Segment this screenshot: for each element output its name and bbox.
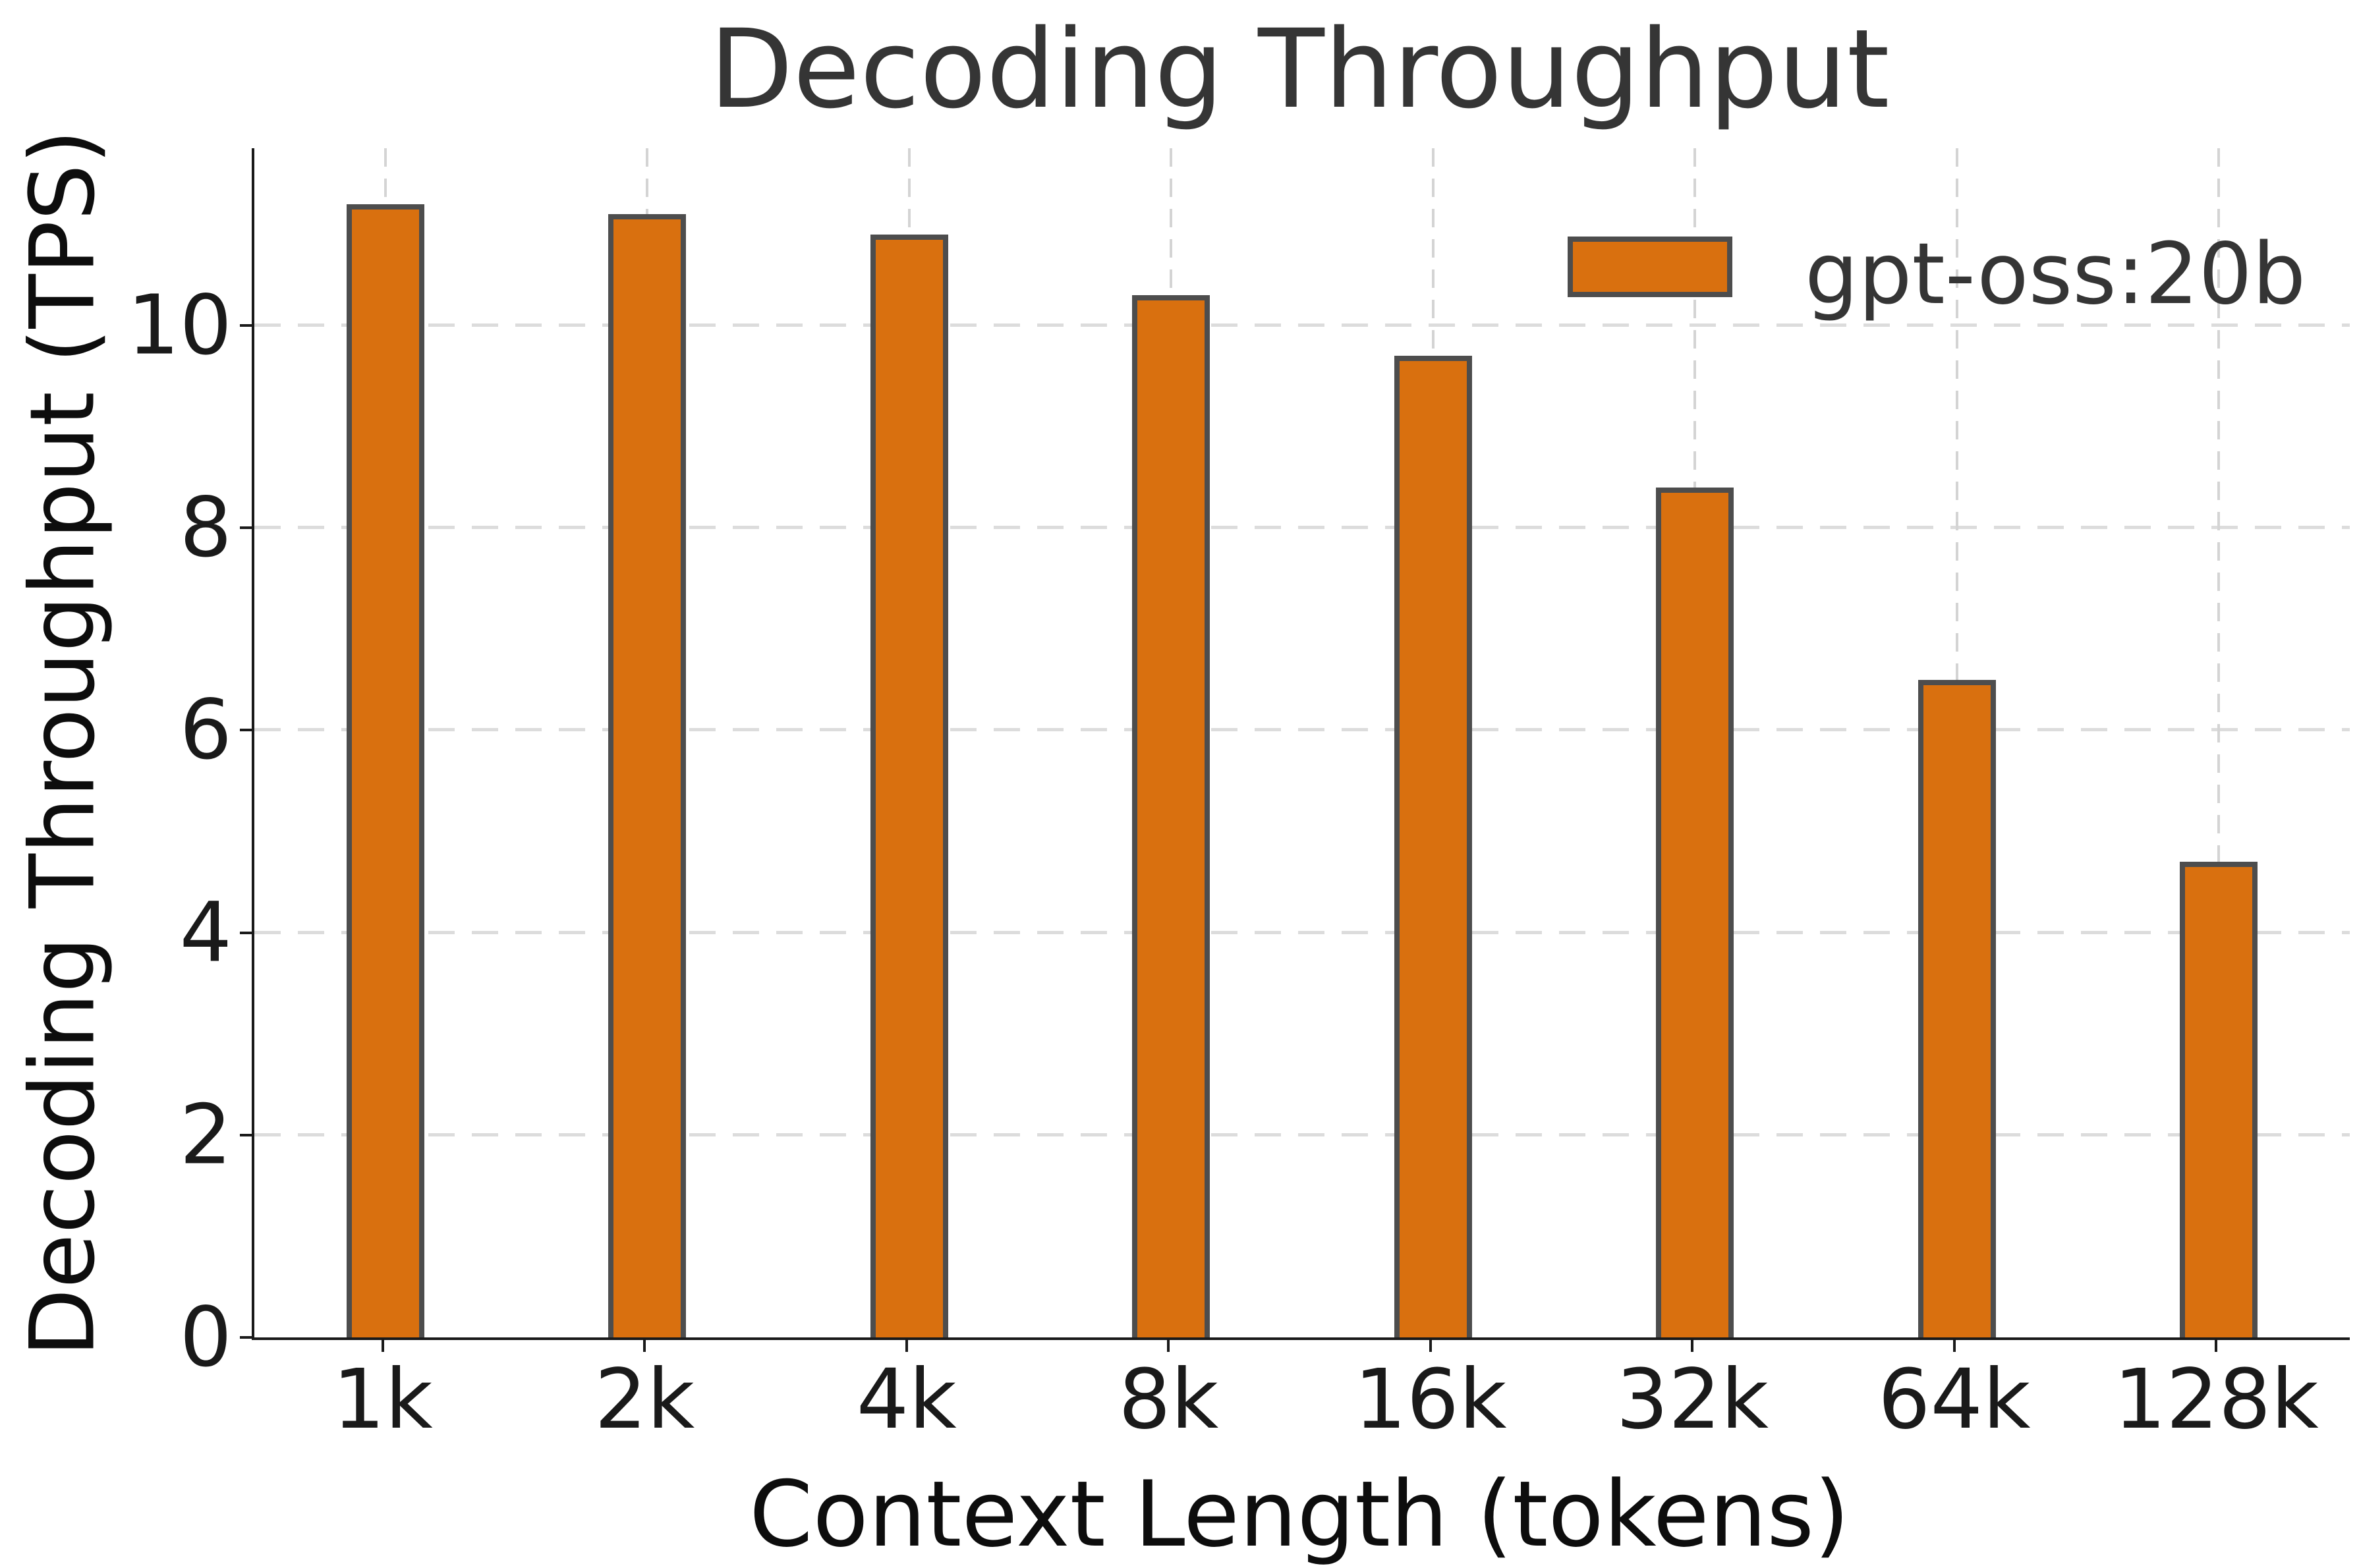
gridline-vertical bbox=[2217, 148, 2221, 1337]
x-tick-label: 4k bbox=[856, 1352, 957, 1447]
gridline-horizontal bbox=[254, 1133, 2350, 1136]
y-tick-label: 4 bbox=[179, 885, 232, 981]
y-tick-label: 0 bbox=[179, 1289, 232, 1386]
y-tick-label: 6 bbox=[179, 682, 232, 778]
y-tick-mark bbox=[240, 323, 252, 327]
x-tick-mark bbox=[1952, 1340, 1956, 1352]
x-axis-label: Context Length (tokens) bbox=[749, 1461, 1850, 1567]
x-tick-label: 64k bbox=[1878, 1352, 2031, 1447]
y-tick-label: 2 bbox=[179, 1087, 232, 1183]
y-tick-mark bbox=[240, 931, 252, 934]
bar-128k bbox=[2180, 862, 2258, 1337]
bar-16k bbox=[1394, 355, 1472, 1337]
legend-swatch bbox=[1568, 236, 1732, 297]
x-tick-label: 8k bbox=[1118, 1352, 1219, 1447]
bar-4k bbox=[870, 234, 948, 1337]
gridline-horizontal bbox=[254, 526, 2350, 530]
bar-2k bbox=[608, 213, 687, 1337]
gridline-horizontal bbox=[254, 728, 2350, 732]
gridline-horizontal bbox=[254, 930, 2350, 934]
x-tick-label: 16k bbox=[1354, 1352, 1507, 1447]
y-tick-label: 8 bbox=[179, 480, 232, 576]
x-tick-mark bbox=[1429, 1340, 1432, 1352]
chart-title: Decoding Throughput bbox=[709, 6, 1890, 132]
y-tick-mark bbox=[240, 1133, 252, 1136]
y-tick-label: 10 bbox=[127, 277, 232, 374]
x-tick-mark bbox=[2215, 1340, 2218, 1352]
x-tick-label: 32k bbox=[1616, 1352, 1769, 1447]
bar-8k bbox=[1132, 294, 1210, 1337]
x-tick-mark bbox=[905, 1340, 908, 1352]
x-tick-mark bbox=[1691, 1340, 1694, 1352]
y-tick-mark bbox=[240, 1336, 252, 1339]
x-tick-mark bbox=[381, 1340, 384, 1352]
plot-area bbox=[252, 148, 2350, 1340]
legend-label: gpt-oss:20b bbox=[1805, 225, 2306, 323]
legend: gpt-oss:20b bbox=[1568, 217, 2306, 323]
x-tick-mark bbox=[1167, 1340, 1170, 1352]
bar-1k bbox=[346, 204, 424, 1337]
gridline-horizontal bbox=[254, 323, 2350, 327]
y-tick-mark bbox=[240, 526, 252, 530]
x-tick-label: 128k bbox=[2113, 1352, 2319, 1447]
bar-64k bbox=[1918, 679, 1996, 1337]
x-tick-label: 1k bbox=[332, 1352, 433, 1447]
x-tick-label: 2k bbox=[594, 1352, 695, 1447]
y-tick-mark bbox=[240, 729, 252, 732]
x-tick-mark bbox=[643, 1340, 646, 1352]
bar-32k bbox=[1656, 487, 1734, 1337]
